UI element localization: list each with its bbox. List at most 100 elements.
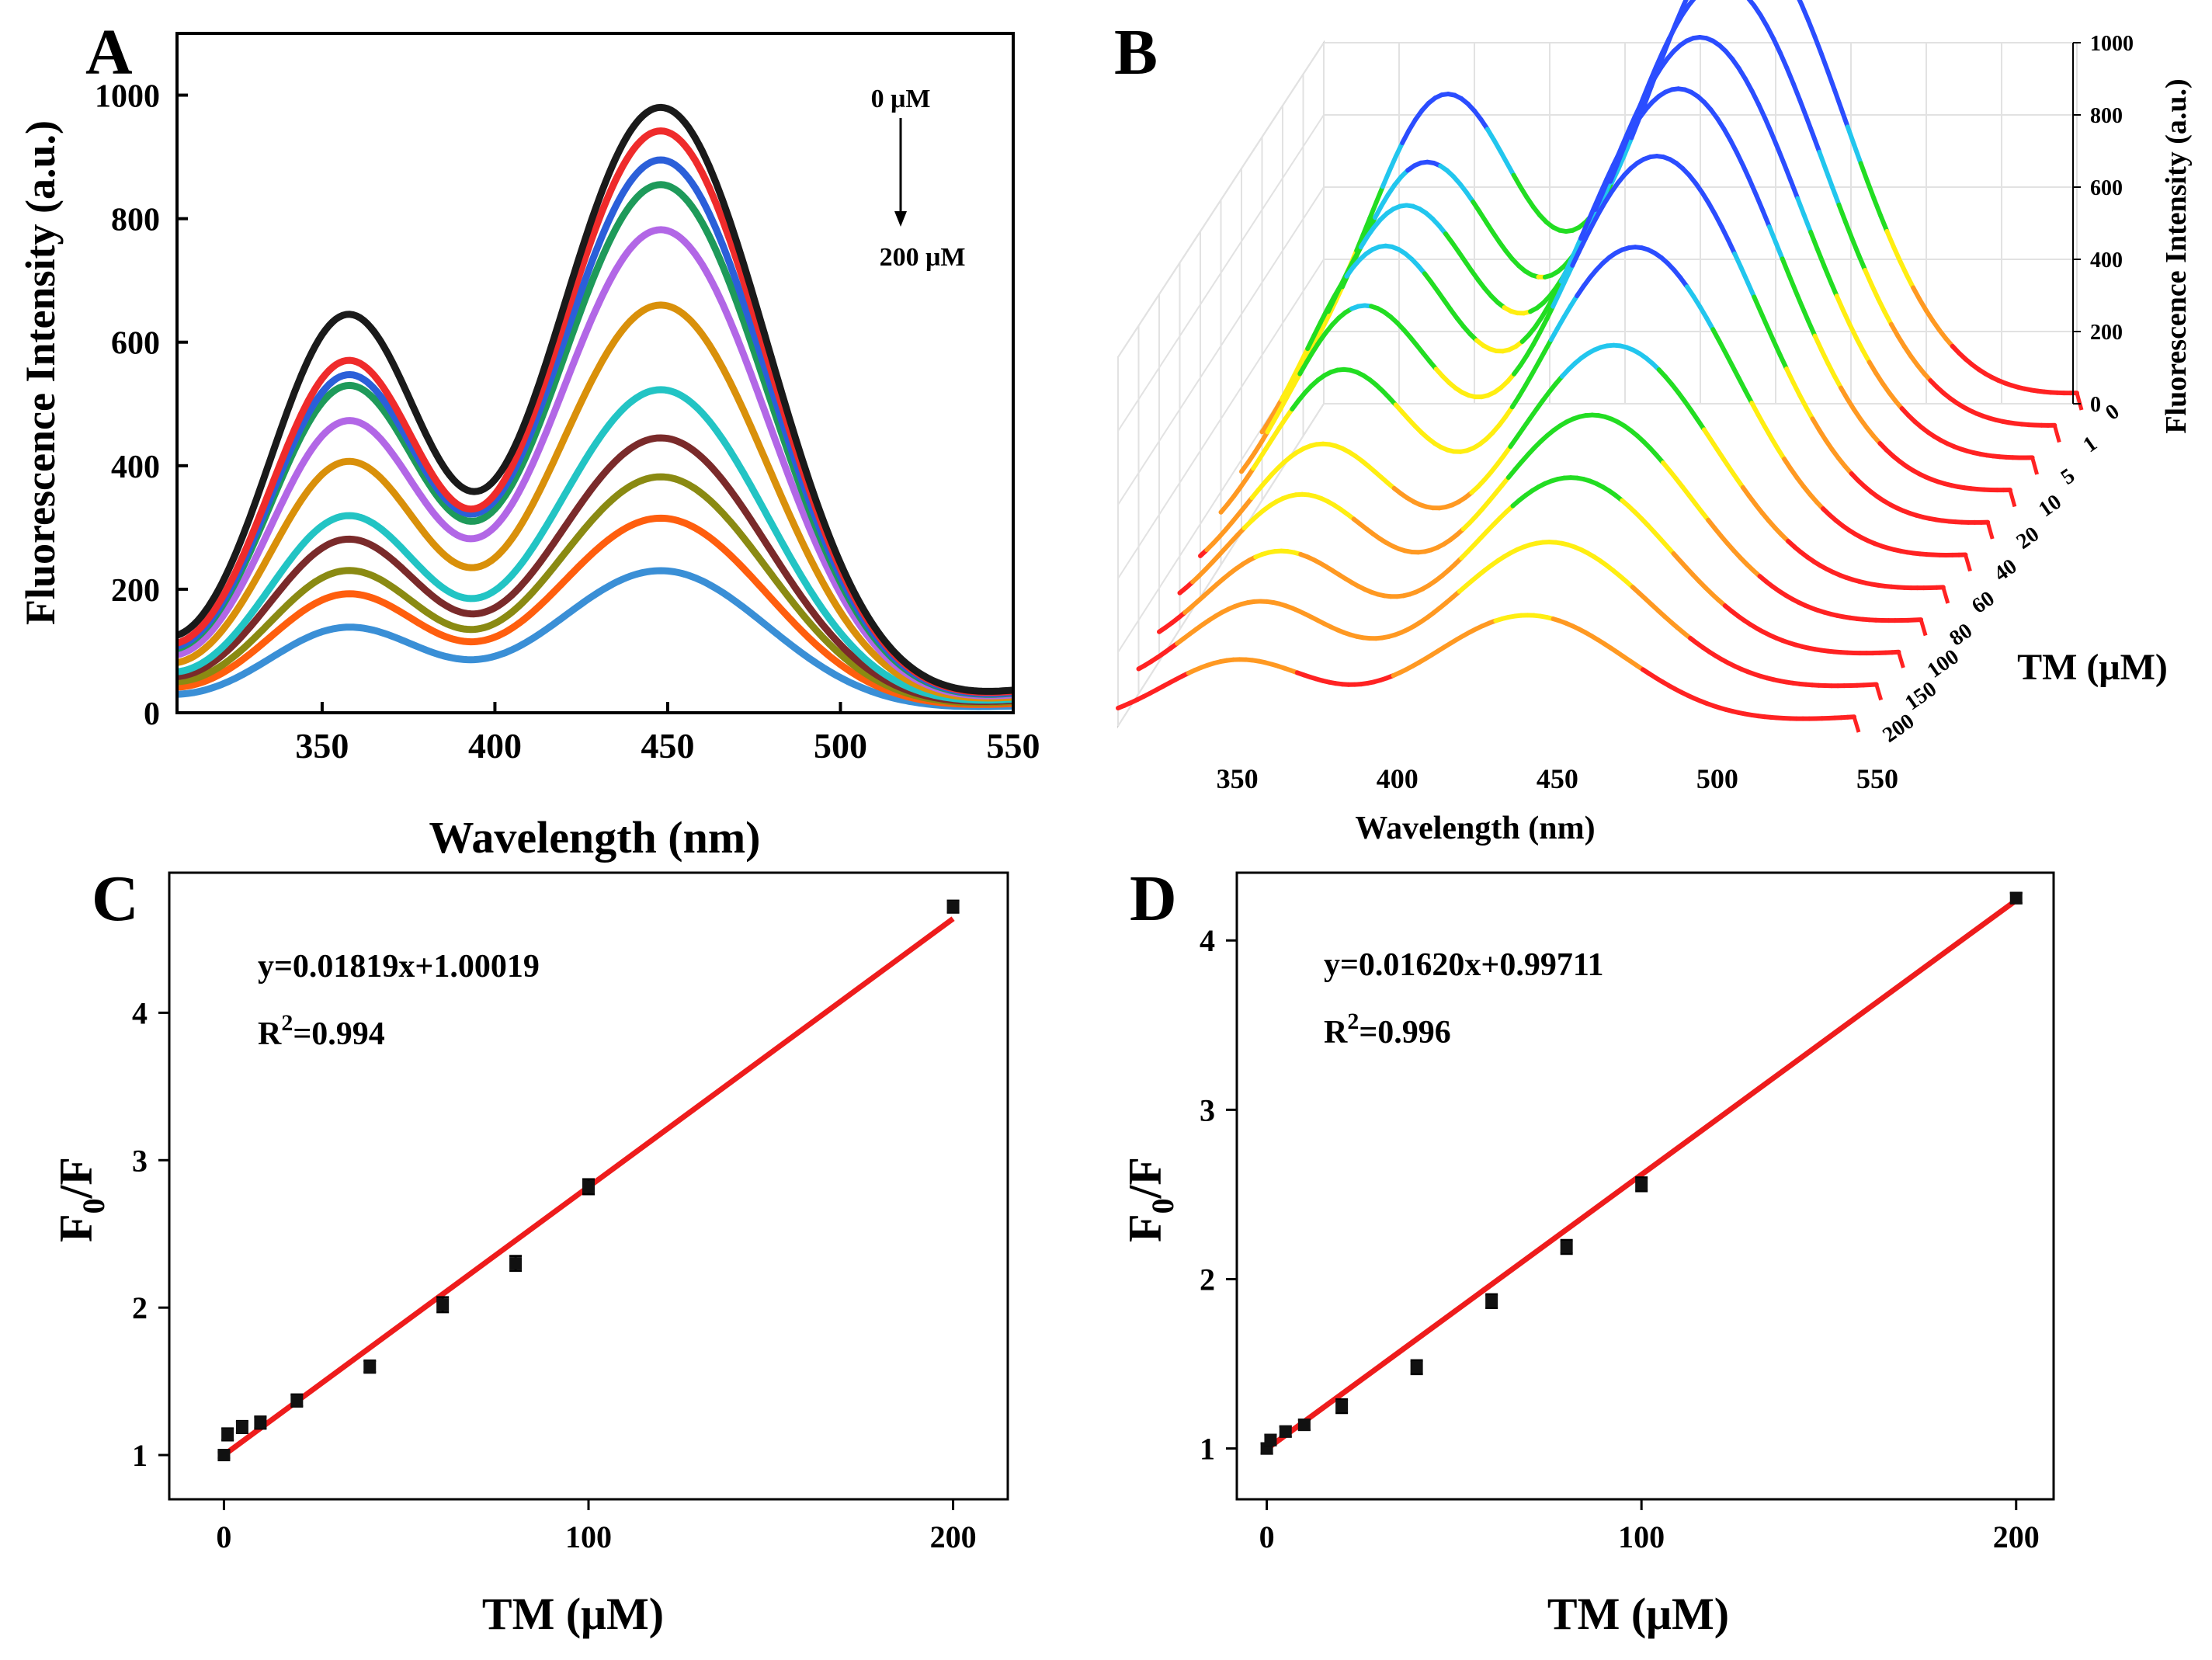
panel-b-chart: 0 200 400 600 800 1000 350 400 450 500 550 0 1510204…: [1116, 0, 2193, 846]
panel-d-data-point: [1264, 1433, 1277, 1446]
panel-b-curve-segment: [1298, 346, 1311, 365]
panel-d-data-point: [1485, 1293, 1498, 1310]
panel-b-curve-segment: [1292, 359, 1304, 377]
panel-b-curve-segment: [1747, 178, 1759, 198]
panel-b-curve-segment: [1582, 223, 1595, 241]
panel-b-series-1: [1300, 0, 2061, 443]
panel-a-y-tick-label: 600: [111, 326, 160, 362]
panel-b-curve-segment: [1795, 196, 1807, 218]
panel-d-y-axis-label: F0/F: [1120, 1157, 1180, 1242]
panel-b-curve-segment: [1755, 102, 1768, 121]
panel-b-curve-segment: [1565, 251, 1577, 270]
panel-b-curve-segment: [1777, 50, 1790, 71]
panel-b-series-100: [1157, 475, 1905, 669]
panel-b-curve-segment: [1738, 265, 1750, 285]
panel-b-curve-segment: [1832, 87, 1844, 111]
panel-b-curve-drop: [1941, 586, 1950, 604]
panel-c-r-squared: R2=0.994: [258, 1010, 385, 1052]
panel-c-point-marker: [582, 1180, 595, 1193]
panel-b-series-80: [1177, 412, 1928, 637]
panel-d-y-tick-label: 3: [1200, 1092, 1215, 1127]
panel-d-point-marker: [1560, 1241, 1573, 1254]
panel-b-series-60: [1198, 342, 1950, 604]
panel-b-y-tick-label: 1000: [2090, 32, 2134, 56]
panel-b-z-axis-label: TM (μM): [2017, 647, 2168, 688]
panel-c-equation: y=0.01819x+1.00019: [258, 949, 540, 985]
panel-b-curve-segment: [1686, 0, 1696, 8]
panel-d-point-marker: [2009, 891, 2023, 905]
panel-d-data-point: [1279, 1425, 1292, 1438]
panel-d-data-point: [2009, 891, 2023, 905]
panel-b-curve-segment: [1799, 2, 1811, 23]
panel-c-data-point: [290, 1393, 304, 1408]
panel-b-y-tick-label: 600: [2090, 176, 2123, 200]
panel-b-x-tick-label: 350: [1217, 763, 1259, 794]
panel-b-curve-segment: [1552, 279, 1564, 297]
panel-b-curve-drop: [2075, 392, 2084, 411]
panel-b-curve-segment: [1830, 185, 1842, 207]
panel-b-curve-segment: [1871, 196, 1883, 218]
panel-b-curve-segment: [1812, 333, 1824, 352]
panel-b-curve-segment: [1863, 267, 1874, 287]
panel-b-curve-segment: [1725, 238, 1738, 256]
panel-c-point-marker: [254, 1416, 267, 1429]
panel-b-curve-segment: [1849, 236, 1861, 258]
panel-b-x-tick-label: 550: [1856, 763, 1898, 794]
panel-c-y-axis-label: F0/F: [50, 1157, 111, 1242]
panel-b-curve-segment: [1784, 366, 1796, 385]
panel-b-curve-segment: [1769, 130, 1781, 151]
panel-b-series-group: [1116, 0, 2084, 733]
panel-b-curve-segment: [1311, 320, 1323, 339]
panel-a-y-tick-label: 800: [111, 203, 160, 238]
panel-b-curve-segment: [1806, 318, 1818, 339]
panel-b-curve-segment: [1760, 208, 1772, 229]
panel-b-curve-segment: [1719, 224, 1731, 243]
panel-d-x-axis-label: TM (μM): [1547, 1589, 1729, 1639]
panel-b-curve-drop: [1852, 716, 1861, 733]
panel-b-x-tick-label: 400: [1377, 763, 1419, 794]
panel-a-x-tick-label: 450: [641, 726, 694, 766]
panel-b-y-tick-label: 0: [2090, 393, 2101, 417]
panel-label-a: A: [85, 16, 133, 89]
panel-b-curve-segment: [1585, 206, 1596, 226]
panel-d-data-point: [1297, 1418, 1311, 1432]
panel-b-z-tick-label: 10: [2034, 490, 2066, 522]
panel-d-plot-frame: [1235, 871, 2055, 1501]
panel-a-x-tick-label: 500: [814, 726, 867, 766]
panel-b-z-tick-label: 200: [1878, 709, 1919, 747]
panel-a-series-60-m: [176, 386, 1014, 704]
panel-a-series-150-m: [176, 514, 1014, 708]
panel-c-y-tick-label: 4: [132, 995, 148, 1030]
panel-b-curve-segment: [1558, 265, 1571, 284]
panel-b-curve-segment: [1550, 290, 1562, 309]
panel-b-curve-segment: [1601, 179, 1613, 200]
panel-a-annotation-top: 0 μM: [871, 85, 931, 113]
panel-b-curve-segment: [1847, 322, 1859, 341]
panel-b-curve-segment: [1799, 304, 1811, 324]
panel-b-z-tick-label: 150: [1901, 677, 1941, 715]
panel-c-data-point: [363, 1360, 377, 1374]
panel-b-curve-segment: [1762, 116, 1774, 136]
panel-b-curve-segment: [1821, 262, 1833, 283]
panel-b-curve-segment: [1858, 161, 1870, 184]
panel-a-chart: 350 400 450 500 550 0 200 400 600 800 1000 Wavelen…: [17, 32, 1040, 863]
panel-b-curve-segment: [1808, 229, 1820, 252]
panel-d-data-point: [1410, 1359, 1423, 1376]
panel-b-curve-segment: [1576, 236, 1588, 255]
panel-c-data-point: [509, 1255, 523, 1273]
panel-b-curve-drop: [2008, 489, 2017, 508]
panel-b-curve-segment: [1730, 363, 1741, 381]
panel-b-curve-segment: [1818, 347, 1831, 366]
panel-b-curve-segment: [1591, 191, 1603, 211]
panel-b-curve-segment: [1758, 309, 1770, 329]
panel-b-curve-segment: [1836, 202, 1848, 224]
panel-c-point-marker: [221, 1428, 234, 1441]
panel-b-curve-segment: [1773, 240, 1785, 262]
panel-c-x-tick-label: 100: [565, 1519, 612, 1554]
panel-b-curve-segment: [1626, 114, 1637, 134]
panel-b-curve-segment: [1842, 219, 1855, 241]
panel-b-y-axis-label: Fluorescence Intensity (a.u.): [2160, 78, 2193, 433]
panel-a-annotation-bottom: 200 μM: [880, 243, 966, 272]
panel-b-curve-drop: [2030, 457, 2040, 475]
